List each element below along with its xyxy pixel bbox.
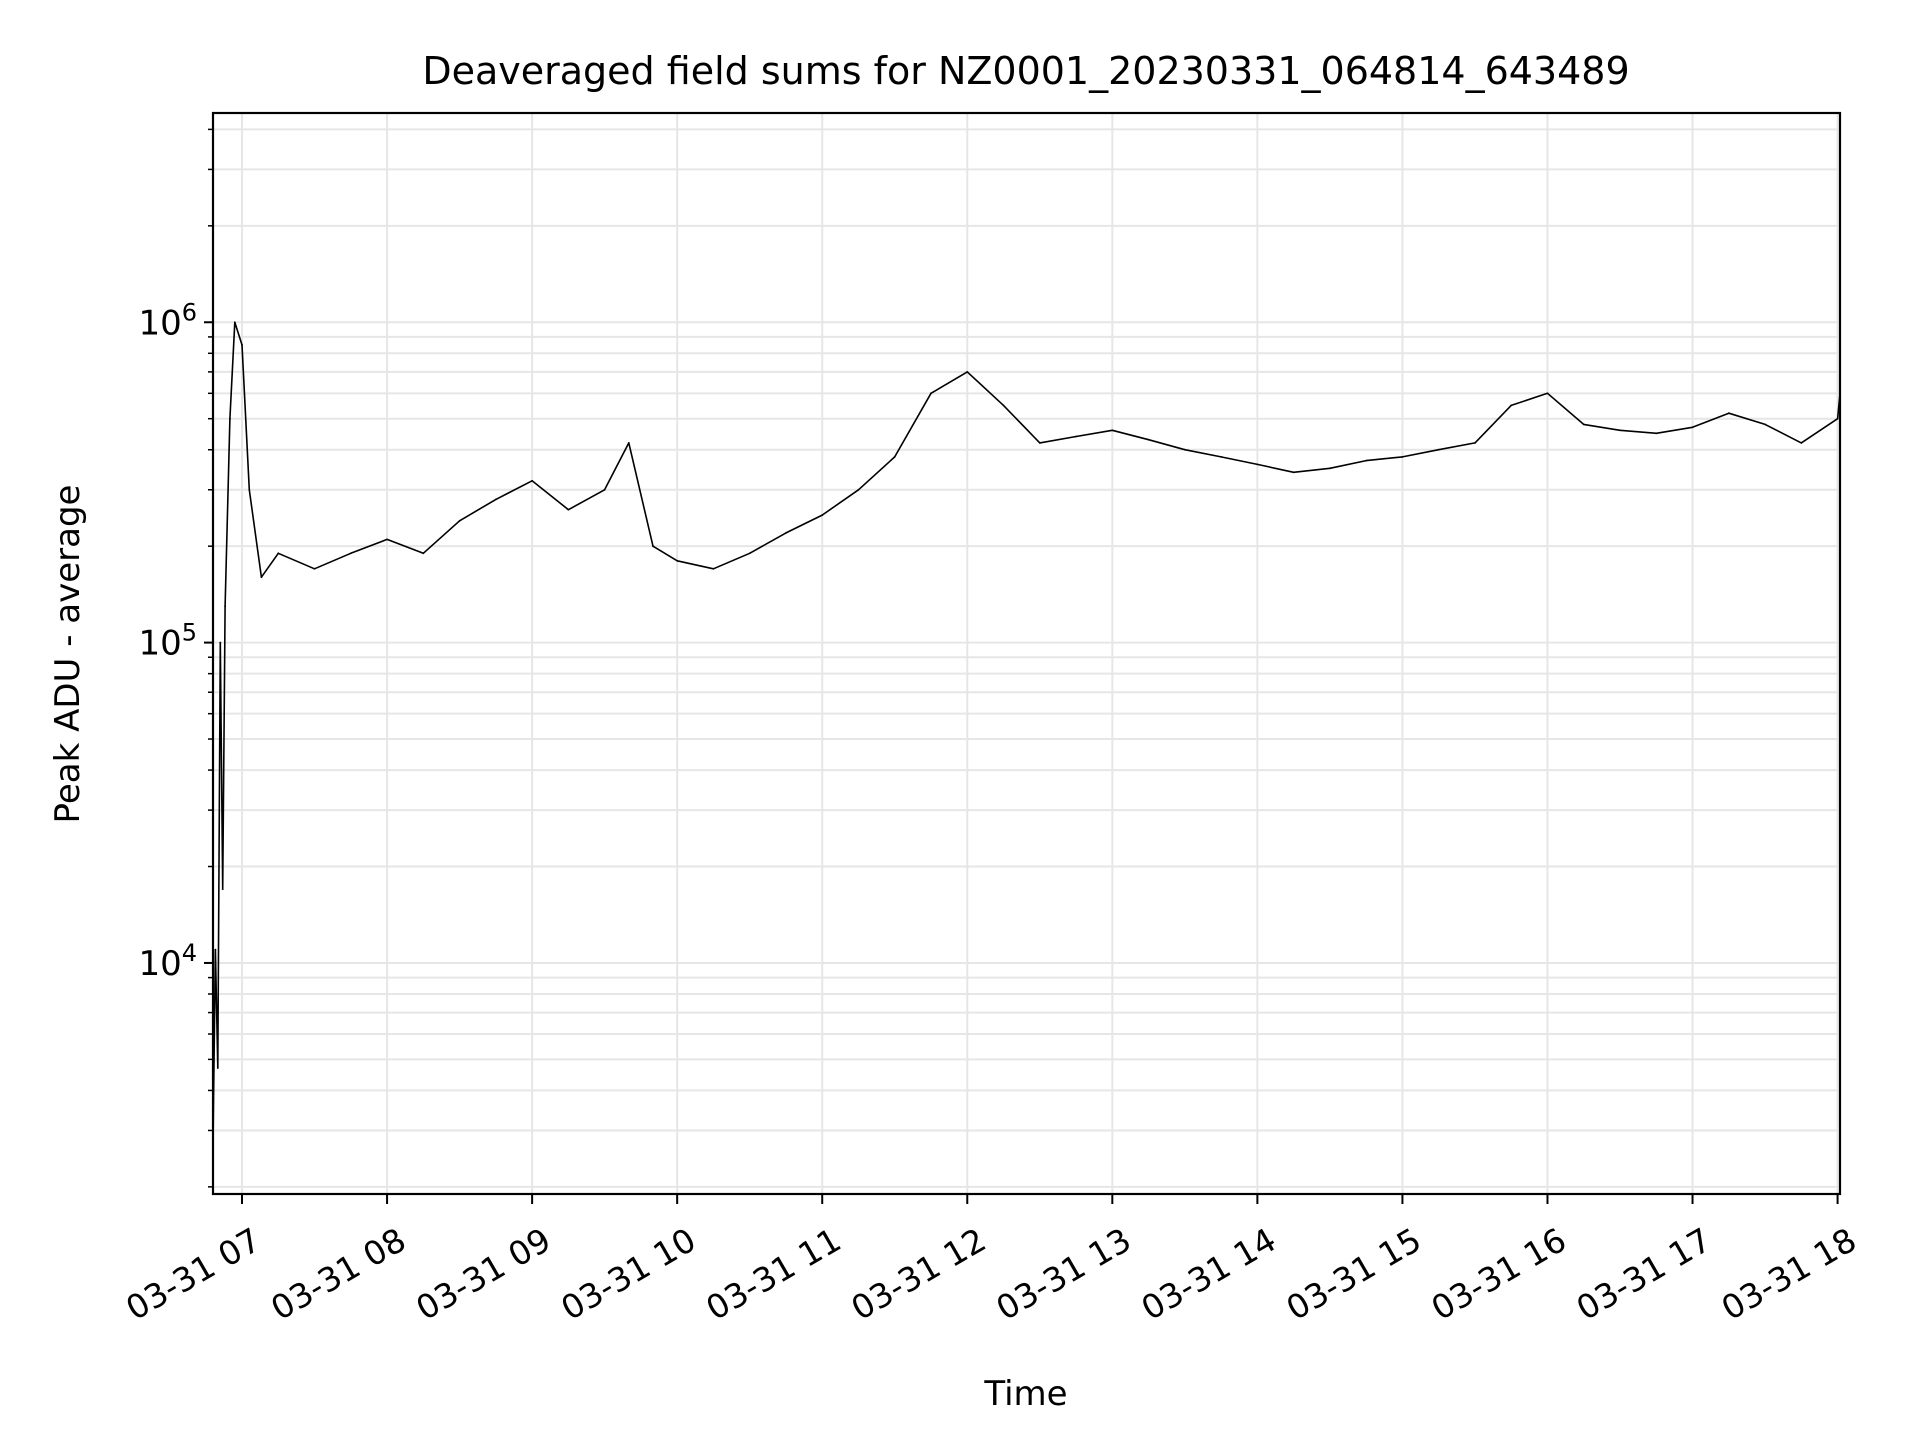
y-tick-label-base: 10 xyxy=(138,624,181,664)
data-point xyxy=(1800,442,1803,444)
data-point xyxy=(386,538,388,541)
data-point xyxy=(216,1067,219,1069)
data-point xyxy=(1365,459,1368,462)
data-point xyxy=(748,552,751,555)
data-point xyxy=(966,371,969,373)
data-point xyxy=(1836,417,1839,420)
data-point xyxy=(627,442,630,444)
data-point xyxy=(277,552,280,555)
data-point xyxy=(1002,404,1005,407)
data-point xyxy=(1474,442,1476,444)
data-point xyxy=(930,392,932,395)
data-point xyxy=(567,508,570,511)
data-point xyxy=(893,456,896,458)
data-point xyxy=(233,321,236,324)
data-point xyxy=(1691,426,1694,429)
data-point xyxy=(603,488,606,491)
plot-area-frame xyxy=(211,111,1842,1196)
y-tick-label-exponent: 5 xyxy=(182,619,197,647)
data-point xyxy=(712,567,715,570)
y-tick-label-base: 10 xyxy=(138,944,181,984)
y-tick-label: 104 xyxy=(138,939,197,984)
data-point xyxy=(1256,463,1259,466)
data-point xyxy=(241,344,243,346)
data-point xyxy=(458,519,461,522)
data-point xyxy=(224,605,227,607)
data-point xyxy=(1546,392,1549,395)
data-point xyxy=(219,641,222,644)
data-point xyxy=(1329,467,1331,470)
data-point xyxy=(1655,432,1658,435)
data-point xyxy=(1111,429,1114,432)
grid-layer xyxy=(213,113,1840,1194)
data-point xyxy=(785,532,787,534)
data-point xyxy=(652,545,654,548)
y-tick-label: 106 xyxy=(138,298,197,343)
y-axis-label: Peak ADU - average xyxy=(48,485,88,824)
data-point xyxy=(221,888,224,890)
data-point xyxy=(1147,438,1150,441)
data-point xyxy=(1075,435,1077,438)
data-point xyxy=(1401,456,1404,458)
data-point xyxy=(260,576,263,579)
data-point xyxy=(1292,471,1295,474)
data-point xyxy=(349,552,352,555)
y-tick-label-exponent: 4 xyxy=(182,939,197,967)
data-point xyxy=(676,559,679,562)
data-point xyxy=(1727,412,1730,415)
data-point xyxy=(1220,456,1222,458)
data-point xyxy=(422,552,425,555)
data-point xyxy=(1038,442,1041,444)
data-point xyxy=(214,948,217,951)
y-tick-label: 105 xyxy=(138,619,197,664)
data-point xyxy=(313,567,316,570)
y-tick-label-base: 10 xyxy=(138,303,181,343)
data-point xyxy=(1582,423,1585,426)
data-point xyxy=(1764,423,1766,426)
data-point xyxy=(1510,404,1513,407)
data-point xyxy=(821,514,824,516)
data-point xyxy=(229,417,231,420)
data-point xyxy=(248,488,251,491)
data-point xyxy=(857,488,860,491)
data-point xyxy=(1437,448,1440,451)
data-point xyxy=(1183,448,1186,451)
y-tick-label-exponent: 6 xyxy=(182,298,197,326)
data-point xyxy=(1619,429,1621,432)
chart-title: Deaveraged field sums for NZ0001_2023033… xyxy=(422,49,1629,93)
data-point xyxy=(531,479,533,482)
data-point xyxy=(495,498,497,501)
x-axis-label: Time xyxy=(983,1374,1067,1414)
